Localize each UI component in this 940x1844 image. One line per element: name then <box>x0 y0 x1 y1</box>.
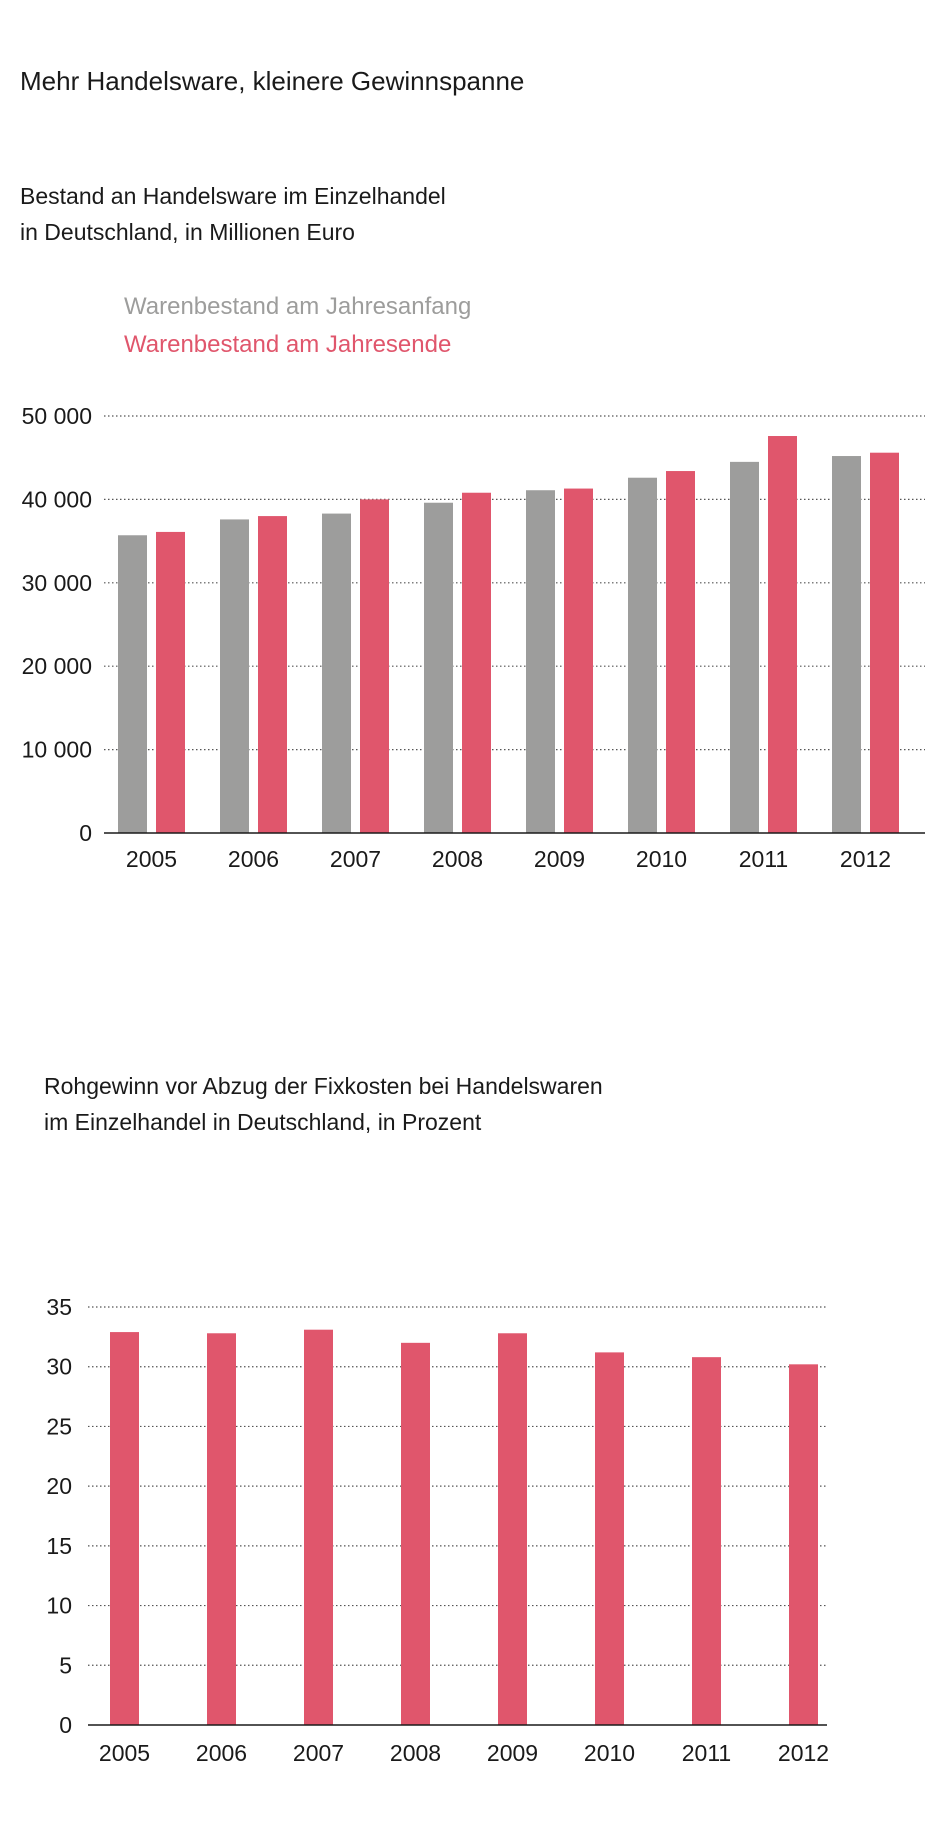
chart2-ytick-label: 35 <box>46 1294 72 1320</box>
chart2-ytick-label: 30 <box>46 1354 72 1380</box>
chart1-subtitle: Bestand an Handelsware im Einzelhandel i… <box>20 178 446 250</box>
chart1-bar-2009-s1 <box>564 488 593 833</box>
chart1-bar-2012-s0 <box>832 456 861 833</box>
chart1-bar-2005-s1 <box>156 531 185 833</box>
chart2-ytick-label: 0 <box>59 1712 72 1738</box>
chart1-xtick-label: 2009 <box>534 846 585 872</box>
chart1-bar-2007-s1 <box>360 499 389 833</box>
chart1-xtick-label: 2012 <box>840 846 891 872</box>
chart2-bar-2006-s0 <box>207 1333 236 1725</box>
page-title: Mehr Handelsware, kleinere Gewinnspanne <box>20 66 525 96</box>
chart2-bar-2005-s0 <box>110 1332 139 1725</box>
chart2-xtick-label: 2008 <box>390 1740 441 1766</box>
chart1-bar-2008-s0 <box>424 502 453 833</box>
chart1-xtick-label: 2011 <box>739 846 788 872</box>
chart1-subtitle-line-2: in Deutschland, in Millionen Euro <box>20 219 355 245</box>
chart2-xtick-label: 2009 <box>487 1740 538 1766</box>
chart1-ytick-label: 20 000 <box>22 653 92 679</box>
chart2-ytick-label: 10 <box>46 1593 72 1619</box>
chart2-xtick-label: 2012 <box>778 1740 829 1766</box>
chart1-bar-2011-s1 <box>768 436 797 833</box>
chart2-xtick-label: 2011 <box>682 1740 731 1766</box>
chart1-bar-2006-s1 <box>258 516 287 833</box>
chart1-bar-2008-s1 <box>462 492 491 833</box>
chart1-ytick-label: 0 <box>79 820 92 846</box>
chart2-bar-2007-s0 <box>304 1329 333 1725</box>
chart2-xtick-label: 2006 <box>196 1740 247 1766</box>
chart2-bar-2009-s0 <box>498 1333 527 1725</box>
chart1-bar-2010-s1 <box>666 471 695 833</box>
chart2-bar-2008-s0 <box>401 1342 430 1725</box>
chart1-xtick-label: 2007 <box>330 846 381 872</box>
chart2-ytick-label: 25 <box>46 1413 72 1439</box>
legend-entry-jahresanfang: Warenbestand am Jahresanfang <box>124 293 472 320</box>
chart2-bar-2011-s0 <box>692 1357 721 1725</box>
chart1-bar-2009-s0 <box>526 490 555 833</box>
chart1-bar-2006-s0 <box>220 519 249 833</box>
chart2-subtitle: Rohgewinn vor Abzug der Fixkosten bei Ha… <box>44 1068 603 1140</box>
chart1-xtick-label: 2006 <box>228 846 279 872</box>
chart1-xtick-label: 2010 <box>636 846 687 872</box>
chart1-bar-2010-s0 <box>628 477 657 833</box>
chart2-bar-2012-s0 <box>789 1364 818 1725</box>
chart1-ytick-label: 50 000 <box>22 403 92 429</box>
chart2-subtitle-line-1: Rohgewinn vor Abzug der Fixkosten bei Ha… <box>44 1073 603 1099</box>
chart1-ytick-label: 40 000 <box>22 486 92 512</box>
chart2-ytick-label: 20 <box>46 1473 72 1499</box>
chart1-ytick-label: 30 000 <box>22 570 92 596</box>
chart1-bar-2007-s0 <box>322 513 351 833</box>
chart1-xtick-label: 2008 <box>432 846 483 872</box>
legend-entry-jahresende: Warenbestand am Jahresende <box>124 331 452 358</box>
chart2-xtick-label: 2005 <box>99 1740 150 1766</box>
chart2-xtick-label: 2007 <box>293 1740 344 1766</box>
chart1-ytick-label: 10 000 <box>22 737 92 763</box>
chart1-bar-2011-s0 <box>730 461 759 833</box>
chart2-bar-2010-s0 <box>595 1352 624 1725</box>
chart2-ytick-label: 15 <box>46 1533 72 1559</box>
chart1-bar-2012-s1 <box>870 452 899 833</box>
chart1-bar-2005-s0 <box>118 535 147 833</box>
chart2-xtick-label: 2010 <box>584 1740 635 1766</box>
chart2-subtitle-line-2: im Einzelhandel in Deutschland, in Proze… <box>44 1109 482 1135</box>
chart1-xtick-label: 2005 <box>126 846 177 872</box>
chart2-ytick-label: 5 <box>59 1652 72 1678</box>
chart1-subtitle-line-1: Bestand an Handelsware im Einzelhandel <box>20 183 446 209</box>
